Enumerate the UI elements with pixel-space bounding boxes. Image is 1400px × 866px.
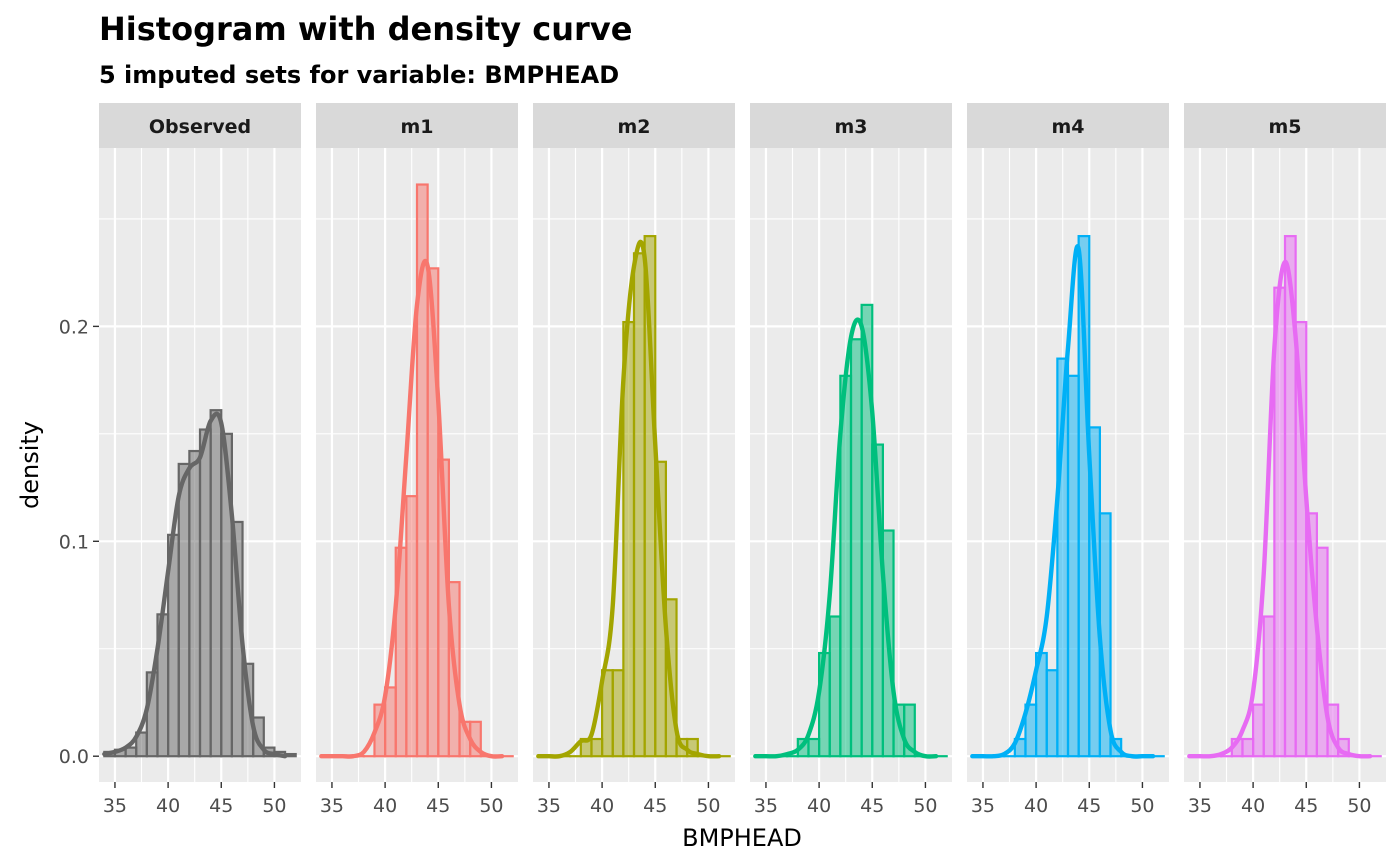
density-curve — [319, 258, 505, 759]
x-tick-label: 40 — [590, 795, 614, 817]
facet-panel-m5: m5 35 40 45 50 — [1184, 103, 1386, 817]
x-tick-label: 50 — [696, 795, 720, 817]
histogram-bar — [828, 615, 842, 758]
chart-subtitle: 5 imputed sets for variable: BMPHEAD — [99, 61, 619, 89]
y-axis: 0.0 0.1 0.2 — [59, 316, 99, 768]
y-axis-title: density — [16, 421, 44, 509]
histogram-bar — [903, 703, 916, 758]
x-tick-label: 50 — [262, 795, 286, 817]
facet-strip — [99, 103, 301, 148]
histogram-bar — [1315, 546, 1329, 758]
facet-strip-label: m3 — [834, 116, 867, 138]
histogram-bar — [1252, 703, 1265, 758]
x-axis-title: BMPHEAD — [682, 824, 802, 852]
x-tick-label: 45 — [860, 795, 884, 817]
facet-strip-label: m4 — [1051, 116, 1084, 138]
histogram-bar — [1273, 286, 1287, 758]
histogram-bar — [1262, 615, 1276, 758]
chart-title: Histogram with density curve — [99, 10, 632, 48]
facet-strip — [316, 103, 518, 148]
facet-strip — [750, 103, 952, 148]
histogram-bar — [807, 737, 821, 758]
facet-panel-m2: m2 35 40 45 50 — [533, 103, 735, 817]
histogram-bar — [1326, 703, 1340, 758]
x-tick-label: 45 — [1077, 795, 1101, 817]
facet-panel-m1: m1 35 40 45 50 — [316, 103, 518, 817]
histogram-bar — [252, 716, 265, 758]
histogram-bar — [611, 669, 625, 758]
histogram-bar — [198, 428, 212, 758]
x-tick-label: 50 — [479, 795, 503, 817]
x-tick-label: 40 — [807, 795, 831, 817]
x-tick-label: 50 — [1347, 795, 1371, 817]
x-tick-label: 40 — [373, 795, 397, 817]
x-tick-label: 35 — [1188, 795, 1212, 817]
x-tick-label: 35 — [320, 795, 344, 817]
x-tick-label: 35 — [537, 795, 561, 817]
x-tick-label: 40 — [1241, 795, 1265, 817]
facet-strip — [967, 103, 1169, 148]
histogram-bar — [209, 409, 223, 758]
y-tick-label: 0.0 — [59, 746, 89, 768]
histogram-bar — [632, 252, 646, 758]
x-tick-label: 35 — [754, 795, 778, 817]
histogram-bar — [241, 662, 255, 758]
x-tick-label: 40 — [156, 795, 180, 817]
y-tick-label: 0.2 — [59, 316, 89, 338]
facet-panels: Observed 35 40 45 50 m1 35 40 45 50 m2 35 40 45 50 m3 35… — [99, 103, 1386, 817]
histogram-bar — [188, 449, 202, 758]
x-tick-label: 50 — [1130, 795, 1154, 817]
x-tick-label: 45 — [426, 795, 450, 817]
x-tick-label: 45 — [209, 795, 233, 817]
facet-strip-label: m2 — [617, 116, 650, 138]
histogram-bar — [1066, 374, 1080, 758]
x-tick-label: 45 — [643, 795, 667, 817]
facet-panel-m4: m4 35 40 45 50 — [967, 103, 1169, 817]
density-curve — [753, 317, 939, 759]
histogram-bar — [1241, 737, 1255, 758]
density-curve — [1187, 259, 1373, 759]
facet-strip-label: m1 — [400, 116, 433, 138]
x-tick-label: 50 — [913, 795, 937, 817]
x-tick-label: 45 — [1294, 795, 1318, 817]
facet-strip — [1184, 103, 1386, 148]
histogram-bar — [405, 495, 419, 758]
facet-strip-label: m5 — [1268, 116, 1301, 138]
facet-strip — [533, 103, 735, 148]
histogram-bar — [1045, 669, 1059, 758]
x-tick-label: 35 — [103, 795, 127, 817]
y-tick-label: 0.1 — [59, 531, 89, 553]
histogram-bar — [590, 737, 604, 758]
density-curve — [102, 411, 288, 759]
facet-panel-observed: Observed 35 40 45 50 — [99, 103, 301, 817]
density-curve — [970, 244, 1156, 759]
density-curve — [536, 239, 722, 759]
histogram-bar — [177, 462, 191, 758]
facet-panel-m3: m3 35 40 45 50 — [750, 103, 952, 817]
facet-strip-label: Observed — [149, 116, 251, 138]
histogram-bar — [849, 338, 863, 758]
x-tick-label: 35 — [971, 795, 995, 817]
x-tick-label: 40 — [1024, 795, 1048, 817]
